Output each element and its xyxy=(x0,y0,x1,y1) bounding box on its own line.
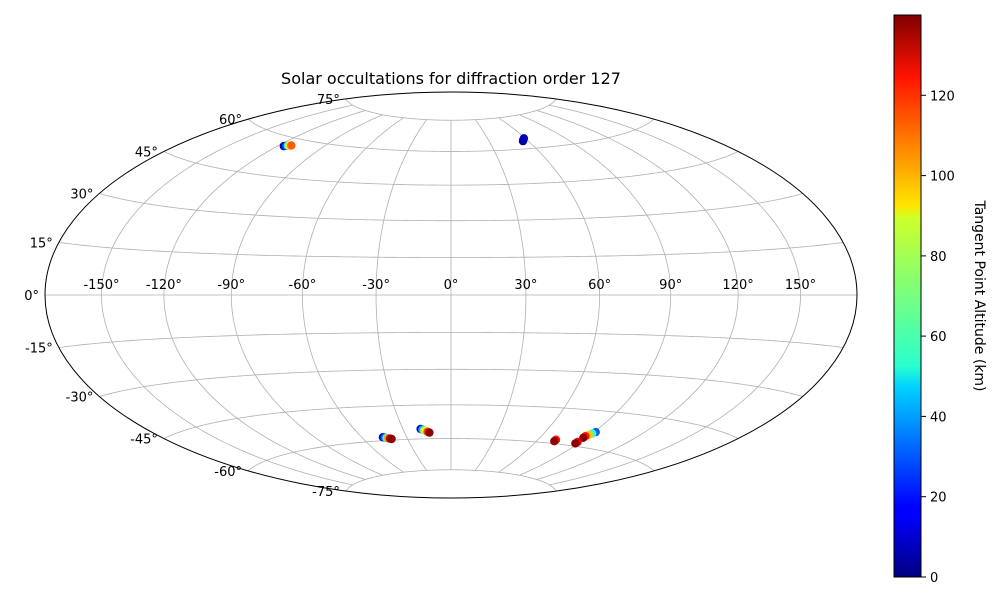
occultation-point xyxy=(550,437,559,446)
colorbar-gradient xyxy=(893,14,922,578)
colorbar-tick-label: 40 xyxy=(930,410,947,425)
colorbar-tick-label: 0 xyxy=(930,571,938,586)
colorbar-tick-label: 100 xyxy=(930,170,955,185)
colorbar-tick-label: 80 xyxy=(930,250,947,265)
colorbar-label: Tangent Point Altitude (km) xyxy=(971,199,987,391)
colorbar-tick-label: 20 xyxy=(930,491,947,506)
parallel-line xyxy=(247,118,655,152)
occultation-point xyxy=(571,439,580,448)
lon-tick-label: -30° xyxy=(362,278,390,293)
occultation-point xyxy=(425,428,434,437)
occultation-point xyxy=(287,141,296,150)
parallel-line xyxy=(58,332,844,348)
occultation-point xyxy=(519,134,529,143)
parallel-line xyxy=(58,242,844,258)
lon-tick-label: 150° xyxy=(785,278,816,293)
lon-tick-label: 0° xyxy=(444,278,459,293)
lat-tick-label: 45° xyxy=(135,146,158,161)
latitude-tick-labels: -75° -60° -45° -30° -15° 0° 15° 30° 45° 60° 75° xyxy=(24,93,340,500)
chart-title: Solar occultations for diffraction order… xyxy=(281,69,621,88)
map-boundary xyxy=(44,91,858,499)
longitude-tick-labels: -150° -120° -90° -60° -30° 0° 30° 60° 90° 120° 150… xyxy=(83,278,816,293)
lat-tick-label: 60° xyxy=(219,113,242,128)
parallel-line xyxy=(163,151,739,186)
lon-tick-label: -60° xyxy=(289,278,317,293)
occultation-point xyxy=(387,434,396,444)
lat-tick-label: -15° xyxy=(25,342,53,357)
parallel-line xyxy=(99,193,803,222)
lat-tick-label: 0° xyxy=(24,289,39,304)
occultation-points xyxy=(279,134,600,448)
lat-tick-label: -60° xyxy=(214,465,242,480)
lat-tick-label: -30° xyxy=(66,391,94,406)
colorbar-tick-label: 120 xyxy=(930,89,955,104)
lat-tick-label: -75° xyxy=(312,485,340,500)
lon-tick-label: 30° xyxy=(514,278,537,293)
lon-tick-label: -150° xyxy=(83,278,119,293)
lon-tick-label: -120° xyxy=(146,278,182,293)
lat-tick-label: 15° xyxy=(30,237,53,252)
lon-tick-label: 120° xyxy=(722,278,753,293)
lon-tick-label: 60° xyxy=(588,278,611,293)
parallel-line xyxy=(163,404,739,439)
parallel-line xyxy=(345,469,557,492)
lat-tick-label: 75° xyxy=(317,93,340,108)
lat-tick-label: 30° xyxy=(70,188,93,203)
map-grid xyxy=(45,98,857,492)
lon-tick-label: -90° xyxy=(217,278,245,293)
lat-tick-label: -45° xyxy=(130,433,158,448)
lon-tick-label: 90° xyxy=(659,278,682,293)
colorbar-ticks: 0 20 40 60 80 100 120 xyxy=(921,89,955,586)
parallel-line xyxy=(247,438,655,472)
parallel-line xyxy=(345,98,557,121)
colorbar-tick-label: 60 xyxy=(930,330,947,345)
parallel-line xyxy=(99,368,803,397)
colorbar: 0 20 40 60 80 100 120 Tangent Point Altitude (… xyxy=(893,14,987,586)
